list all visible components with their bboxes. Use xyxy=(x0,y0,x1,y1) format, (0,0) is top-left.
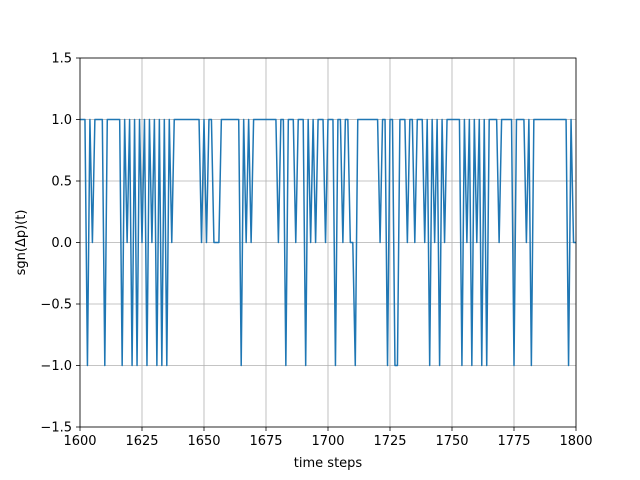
y-tick-label: 0.5 xyxy=(51,175,72,190)
series-layer xyxy=(80,118,576,367)
x-tick-label: 1725 xyxy=(373,434,406,449)
y-axis-label: sgn(Δp)(t) xyxy=(14,210,29,276)
x-axis-ticks: 1600 1625 1650 1675 1700 1725 1750 1775 1800 xyxy=(63,427,593,449)
y-tick-label: 1.5 xyxy=(51,52,72,67)
x-tick-label: 1700 xyxy=(311,434,344,449)
x-tick-label: 1775 xyxy=(497,434,530,449)
x-tick-label: 1650 xyxy=(187,434,220,449)
x-tick-label: 1600 xyxy=(63,434,96,449)
y-tick-label: 0.0 xyxy=(51,236,72,251)
y-axis-ticks: −1.5 −1.0 −0.5 0.0 0.5 1.0 1.5 xyxy=(40,52,80,436)
x-tick-label: 1800 xyxy=(559,434,592,449)
series-line xyxy=(80,118,576,367)
grid-lines xyxy=(79,57,577,428)
x-tick-label: 1675 xyxy=(249,434,282,449)
y-tick-label: −0.5 xyxy=(40,298,72,313)
y-tick-label: −1.5 xyxy=(40,421,72,436)
x-axis-label: time steps xyxy=(294,456,363,471)
x-tick-label: 1750 xyxy=(435,434,468,449)
y-tick-label: 1.0 xyxy=(51,113,72,128)
y-tick-label: −1.0 xyxy=(40,359,72,374)
x-tick-label: 1625 xyxy=(125,434,158,449)
